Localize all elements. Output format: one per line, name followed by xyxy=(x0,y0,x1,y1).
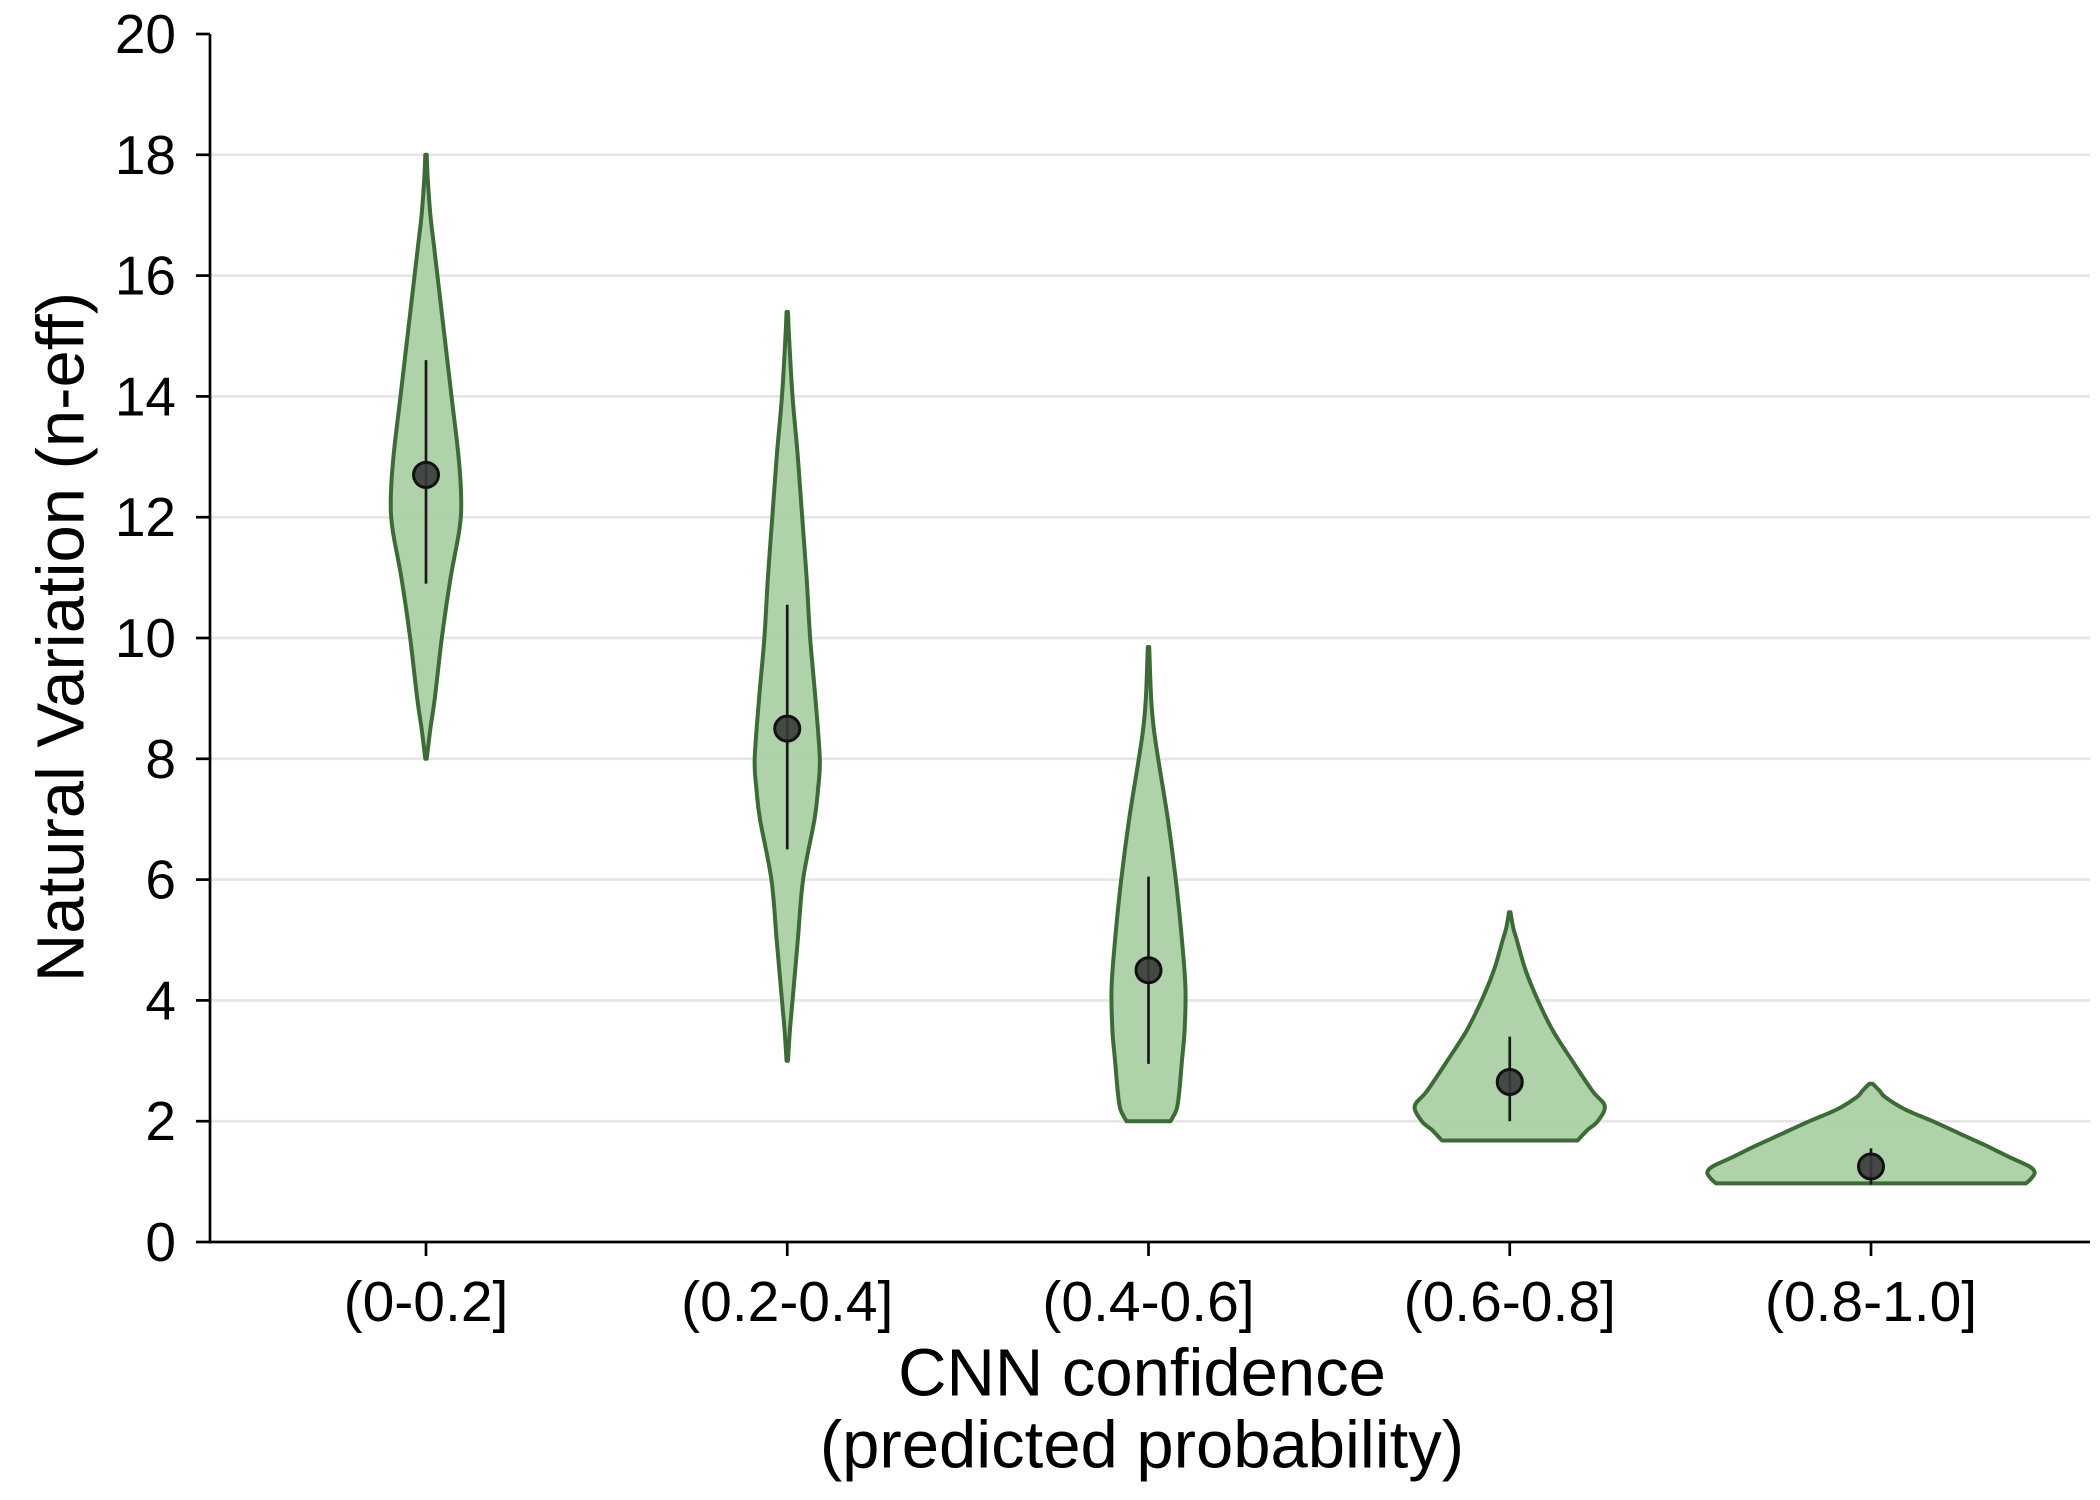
violins xyxy=(388,152,2037,1186)
y-tick-label-20: 20 xyxy=(115,3,176,65)
y-tick-label-8: 8 xyxy=(145,728,176,790)
y-tick-label-0: 0 xyxy=(145,1211,176,1273)
center-markers xyxy=(412,460,1885,1181)
x-axis-title-line-1: CNN confidence xyxy=(898,1336,1386,1411)
center-marker-1 xyxy=(412,460,440,489)
x-tick-label-5: (0.8-1.0] xyxy=(1765,1270,1977,1334)
center-marker-5 xyxy=(1857,1152,1885,1181)
violin-4 xyxy=(1412,910,1607,1143)
x-tick-label-2: (0.2-0.4] xyxy=(681,1270,893,1334)
x-axis-title-line-2: (predicted probability) xyxy=(820,1408,1464,1483)
y-tick-label-14: 14 xyxy=(115,365,176,427)
y-tick-label-12: 12 xyxy=(115,486,176,548)
center-marker-4 xyxy=(1495,1067,1524,1096)
center-marker-3 xyxy=(1134,956,1163,985)
y-tick-label-2: 2 xyxy=(145,1090,176,1152)
violin-5 xyxy=(1705,1081,2037,1186)
y-tick-label-16: 16 xyxy=(115,245,176,307)
y-tick-label-18: 18 xyxy=(115,124,176,186)
y-tick-label-6: 6 xyxy=(145,849,176,911)
y-tick-label-4: 4 xyxy=(145,969,176,1031)
x-tick-label-1: (0-0.2] xyxy=(344,1270,509,1334)
y-axis-ticks: 0 2 4 6 8 10 12 14 16 18 20 xyxy=(115,3,210,1273)
x-tick-label-4: (0.6-0.8] xyxy=(1404,1270,1616,1334)
y-tick-label-10: 10 xyxy=(115,607,176,669)
x-axis-ticks: (0-0.2] (0.2-0.4] (0.4-0.6] (0.6-0.8] (0.8-1… xyxy=(344,1242,1977,1334)
y-axis-title: Natural Variation (n-eff) xyxy=(24,292,99,982)
x-tick-label-3: (0.4-0.6] xyxy=(1042,1270,1254,1334)
center-marker-2 xyxy=(773,714,802,743)
